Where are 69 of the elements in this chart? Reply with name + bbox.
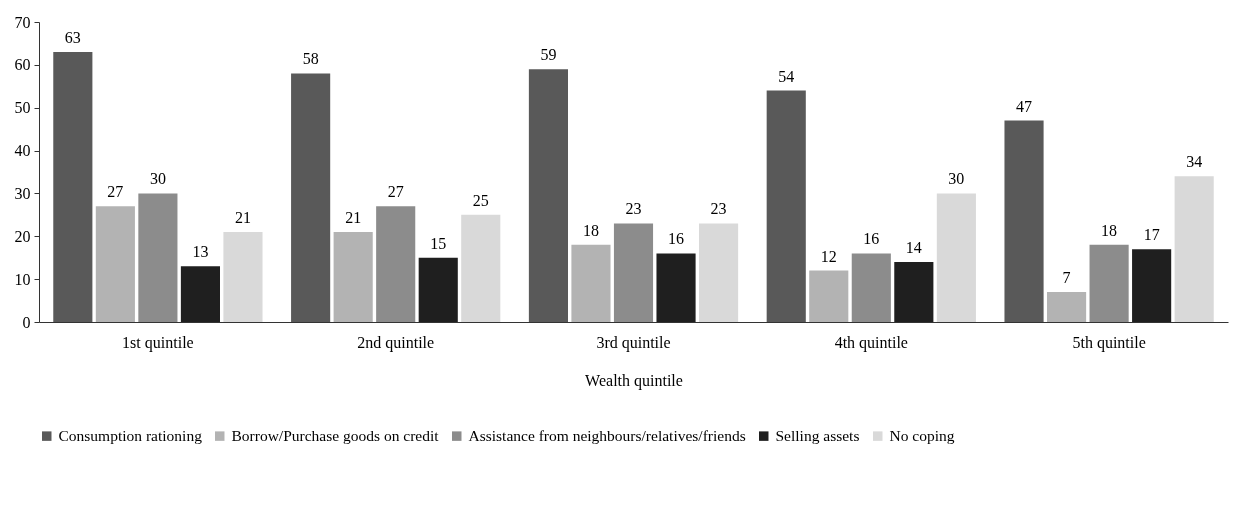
x-tick-label: 1st quintile <box>122 333 194 352</box>
bar <box>613 223 654 322</box>
data-label: 25 <box>472 191 489 209</box>
data-label: 18 <box>582 221 599 239</box>
bar <box>138 193 178 322</box>
bar <box>418 257 458 322</box>
bar <box>461 214 501 322</box>
x-tick-label: 4th quintile <box>834 333 908 352</box>
data-label: 18 <box>1101 221 1118 239</box>
bar <box>1132 249 1172 322</box>
bar <box>656 253 696 322</box>
bar <box>1047 292 1087 322</box>
bar <box>333 232 373 322</box>
data-label: 14 <box>905 239 922 256</box>
data-label: 58 <box>302 50 319 68</box>
bar <box>95 206 135 322</box>
legend-label: No coping <box>889 427 955 445</box>
bar <box>936 193 976 322</box>
x-tick-label: 3rd quintile <box>596 333 671 352</box>
bar <box>180 266 220 322</box>
bar <box>809 270 849 322</box>
data-label: 16 <box>668 230 685 248</box>
legend-label: Consumption rationing <box>58 427 203 445</box>
bar <box>571 244 611 322</box>
bar <box>699 223 739 322</box>
data-label: 23 <box>710 200 727 218</box>
data-label: 30 <box>948 170 965 188</box>
y-tick-label: 50 <box>14 99 31 117</box>
bar <box>1004 120 1044 322</box>
data-label: 16 <box>863 230 880 248</box>
data-label: 21 <box>234 209 251 226</box>
y-tick-label: 0 <box>22 313 31 331</box>
data-label: 30 <box>149 170 166 188</box>
x-tick-label: 5th quintile <box>1072 333 1146 352</box>
data-label: 13 <box>192 243 209 261</box>
data-label: 27 <box>107 183 124 201</box>
bar <box>376 206 416 322</box>
data-label: 17 <box>1143 226 1160 244</box>
y-tick-label: 20 <box>14 227 31 245</box>
bar <box>766 90 806 322</box>
y-tick-label: 10 <box>14 270 31 288</box>
y-tick-label: 40 <box>14 142 31 160</box>
data-label: 34 <box>1186 153 1203 171</box>
data-label: 7 <box>1062 269 1071 286</box>
data-label: 54 <box>778 67 795 85</box>
data-label: 15 <box>430 234 447 252</box>
data-label: 27 <box>387 183 404 201</box>
y-tick-label: 30 <box>14 184 31 202</box>
legend-label: Assistance from neighbours/relatives/friends <box>468 427 746 445</box>
x-axis-title: Wealth quintile <box>585 371 683 390</box>
legend-label: Selling assets <box>775 427 860 445</box>
bar <box>1174 176 1214 322</box>
legend-label: Borrow/Purchase goods on credit <box>231 427 440 445</box>
bar <box>1089 244 1129 322</box>
data-label: 63 <box>64 29 81 46</box>
bar <box>291 73 331 322</box>
bar <box>894 262 934 322</box>
bar <box>223 232 263 322</box>
bar <box>528 69 568 322</box>
bar <box>851 253 891 322</box>
data-label: 12 <box>820 247 837 265</box>
y-tick-label: 60 <box>14 56 31 74</box>
data-label: 59 <box>540 46 557 64</box>
bar <box>53 52 93 322</box>
x-tick-label: 2nd quintile <box>357 333 435 352</box>
y-tick-label: 70 <box>14 13 31 31</box>
data-label: 47 <box>1016 97 1033 115</box>
data-label: 23 <box>625 200 642 218</box>
data-label: 21 <box>345 209 362 226</box>
